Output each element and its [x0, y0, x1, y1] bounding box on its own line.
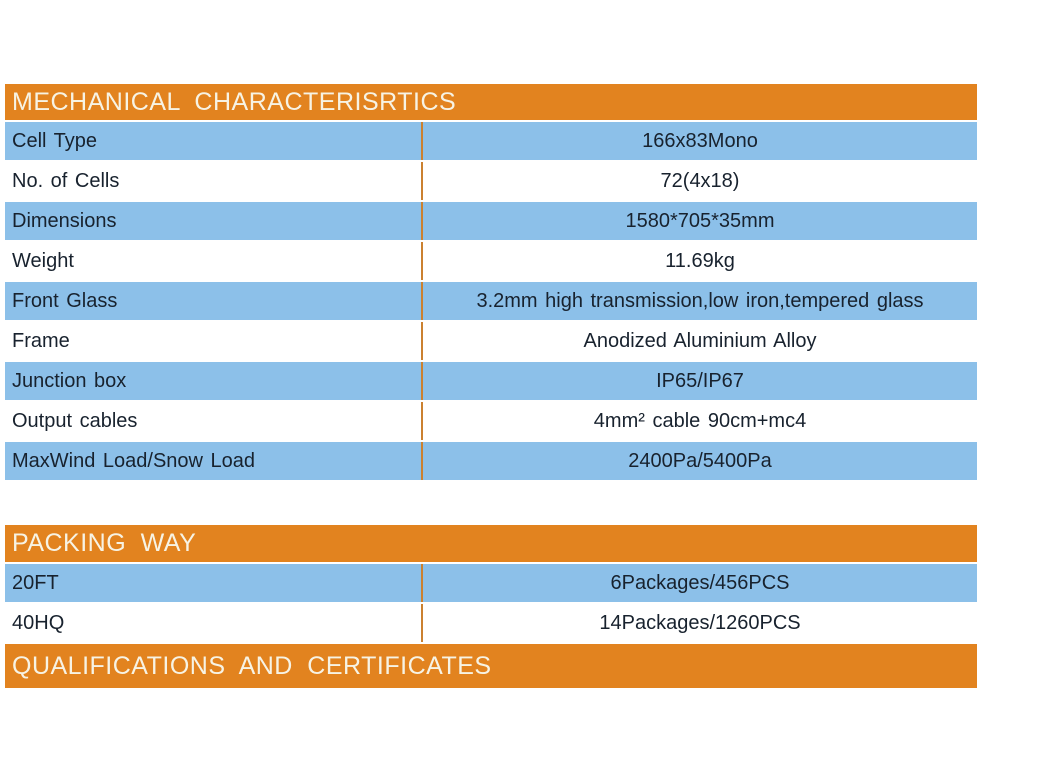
table-row: Dimensions 1580*705*35mm	[5, 200, 977, 240]
table-row: 20FT 6Packages/456PCS	[5, 562, 977, 602]
spec-label: Output cables	[12, 409, 138, 432]
mechanical-characteristics-header: MECHANICAL CHARACTERISRTICS	[5, 84, 977, 120]
spec-value: 2400Pa/5400Pa	[421, 442, 977, 480]
qualifications-certificates-header: QUALIFICATIONS AND CERTIFICATES	[5, 644, 977, 688]
spec-value: 166x83Mono	[421, 122, 977, 160]
packing-way-table: PACKING WAY 20FT 6Packages/456PCS 40HQ 1…	[5, 525, 977, 642]
table-row: MaxWind Load/Snow Load 2400Pa/5400Pa	[5, 440, 977, 480]
spec-value: 3.2mm high transmission,low iron,tempere…	[421, 282, 977, 320]
table-row: Cell Type 166x83Mono	[5, 120, 977, 160]
table-row: No. of Cells 72(4x18)	[5, 160, 977, 200]
section-gap	[5, 480, 977, 525]
spec-label: Front Glass	[12, 289, 118, 312]
table-row: Front Glass 3.2mm high transmission,low …	[5, 280, 977, 320]
spec-label: 20FT	[12, 571, 59, 594]
spec-value: 6Packages/456PCS	[421, 564, 977, 602]
spec-value: 72(4x18)	[421, 162, 977, 200]
spec-label: Junction box	[12, 369, 127, 392]
table-row: Junction box IP65/IP67	[5, 360, 977, 400]
spec-value: 1580*705*35mm	[421, 202, 977, 240]
spec-label: 40HQ	[12, 611, 65, 634]
spec-label: MaxWind Load/Snow Load	[12, 449, 256, 472]
packing-way-header: PACKING WAY	[5, 525, 977, 562]
spec-value: 11.69kg	[421, 242, 977, 280]
spec-label: No. of Cells	[12, 169, 120, 192]
table-row: Frame Anodized Aluminium Alloy	[5, 320, 977, 360]
table-row: Weight 11.69kg	[5, 240, 977, 280]
spec-label: Dimensions	[12, 209, 117, 232]
spec-label: Cell Type	[12, 129, 98, 152]
spec-value: 14Packages/1260PCS	[421, 604, 977, 642]
mechanical-characteristics-table: MECHANICAL CHARACTERISRTICS Cell Type 16…	[5, 84, 977, 480]
table-row: 40HQ 14Packages/1260PCS	[5, 602, 977, 642]
spec-label: Weight	[12, 249, 74, 272]
spec-value: Anodized Aluminium Alloy	[421, 322, 977, 360]
spec-value: 4mm² cable 90cm+mc4	[421, 402, 977, 440]
spec-label: Frame	[12, 329, 70, 352]
spec-sheet: MECHANICAL CHARACTERISRTICS Cell Type 16…	[5, 84, 977, 688]
table-row: Output cables 4mm² cable 90cm+mc4	[5, 400, 977, 440]
spec-value: IP65/IP67	[421, 362, 977, 400]
